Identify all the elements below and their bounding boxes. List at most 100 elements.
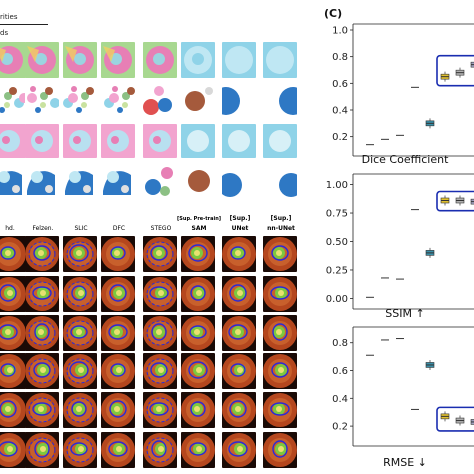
x-axis-label: Dice Coefficient (362, 153, 449, 166)
segmentation-tile (263, 124, 297, 158)
fundus-image (263, 315, 297, 351)
fundus-image (143, 392, 177, 428)
segmentation-tile (101, 161, 135, 201)
y-tick-label: 0.8 (332, 52, 348, 63)
segmentation-map (101, 161, 135, 201)
segmentation-map (263, 161, 297, 201)
fundus-image (101, 353, 135, 389)
fundus-tile (143, 276, 177, 312)
segmentation-tile (25, 83, 59, 119)
segmentation-map (63, 161, 97, 201)
method-label-top: [Sup.] (229, 215, 251, 222)
fundus-image (25, 315, 59, 351)
fundus-image (0, 315, 26, 351)
segmentation-tile (143, 42, 177, 78)
fundus-tile (0, 392, 26, 428)
segmentation-map (222, 161, 256, 201)
y-tick-label: 0.25 (326, 265, 348, 276)
fundus-image (143, 432, 177, 468)
segmentation-tile (0, 42, 26, 78)
segmentation-tile (181, 83, 215, 119)
fundus-image (101, 392, 135, 428)
method-label-0: hd. (0, 216, 32, 232)
fundus-image (263, 276, 297, 312)
segmentation-tile (25, 161, 59, 201)
fundus-tile (25, 315, 59, 351)
segmentation-map (143, 42, 177, 78)
segmentation-map (63, 124, 97, 158)
method-label-bottom: SLIC (74, 225, 88, 232)
fundus-tile (101, 236, 135, 272)
fundus-tile (222, 236, 256, 272)
y-tick-label: 0.6 (332, 79, 348, 90)
fundus-image (25, 236, 59, 272)
method-label-6: [Sup.] UNet (218, 216, 262, 232)
fundus-tile (143, 432, 177, 468)
fundus-tile (181, 315, 215, 351)
fundus-tile (222, 276, 256, 312)
segmentation-tile (263, 83, 297, 119)
fundus-image (25, 392, 59, 428)
method-label-bottom: SAM (191, 225, 207, 232)
segmentation-tile (181, 124, 215, 158)
y-tick-label: 0.8 (332, 338, 348, 349)
fundus-tile (263, 315, 297, 351)
fundus-image (0, 392, 26, 428)
fundus-tile (143, 353, 177, 389)
box-plot-panel-0: 0.2 0.4 0.6 0.8 1.0 Dice Coefficient (332, 23, 474, 166)
highlight-box (436, 190, 474, 212)
fundus-tile (181, 276, 215, 312)
fundus-image (143, 315, 177, 351)
method-label-bottom: hd. (5, 225, 15, 232)
fundus-tile (263, 353, 297, 389)
fundus-tile (143, 392, 177, 428)
fundus-tile (63, 353, 97, 389)
fundus-image (0, 432, 26, 468)
fundus-image (181, 315, 215, 351)
fundus-tile (0, 432, 26, 468)
segmentation-tile (143, 83, 177, 119)
method-label-top: [Sup.] (270, 215, 292, 222)
segmentation-map (25, 42, 59, 78)
fundus-tile (25, 432, 59, 468)
fundus-image (263, 236, 297, 272)
fundus-tile (222, 315, 256, 351)
fundus-image (222, 392, 256, 428)
segmentation-map (101, 124, 135, 158)
fundus-tile (63, 236, 97, 272)
segmentation-map (263, 42, 297, 78)
fundus-image (101, 236, 135, 272)
segmentation-tile (263, 161, 297, 201)
fundus-image (222, 236, 256, 272)
fundus-image (25, 432, 59, 468)
segmentation-map (143, 161, 177, 201)
segmentation-tile (181, 42, 215, 78)
fundus-image (143, 276, 177, 312)
legend-fragment-2: ds (0, 29, 9, 37)
fundus-tile (222, 392, 256, 428)
segmentation-tile (101, 42, 135, 78)
segmentation-map (0, 42, 26, 78)
segmentation-tile (222, 161, 256, 201)
fundus-image (181, 236, 215, 272)
fundus-image (63, 392, 97, 428)
segmentation-map (25, 124, 59, 158)
fundus-image (263, 353, 297, 389)
fundus-tile (101, 432, 135, 468)
fundus-image (25, 276, 59, 312)
method-label-bottom: DFC (112, 225, 126, 232)
segmentation-map (25, 83, 59, 119)
x-axis-label: SSIM ↑ (385, 307, 424, 320)
segmentation-map (63, 42, 97, 78)
fundus-tile (25, 236, 59, 272)
segmentation-map (181, 83, 215, 119)
y-tick-label: 0.4 (332, 106, 348, 117)
segmentation-tile (25, 42, 59, 78)
fundus-tile (222, 432, 256, 468)
method-label-3: DFC (97, 216, 141, 232)
fundus-tile (63, 276, 97, 312)
segmentation-map (222, 42, 256, 78)
fundus-tile (0, 276, 26, 312)
fundus-tile (25, 353, 59, 389)
fundus-tile (181, 432, 215, 468)
